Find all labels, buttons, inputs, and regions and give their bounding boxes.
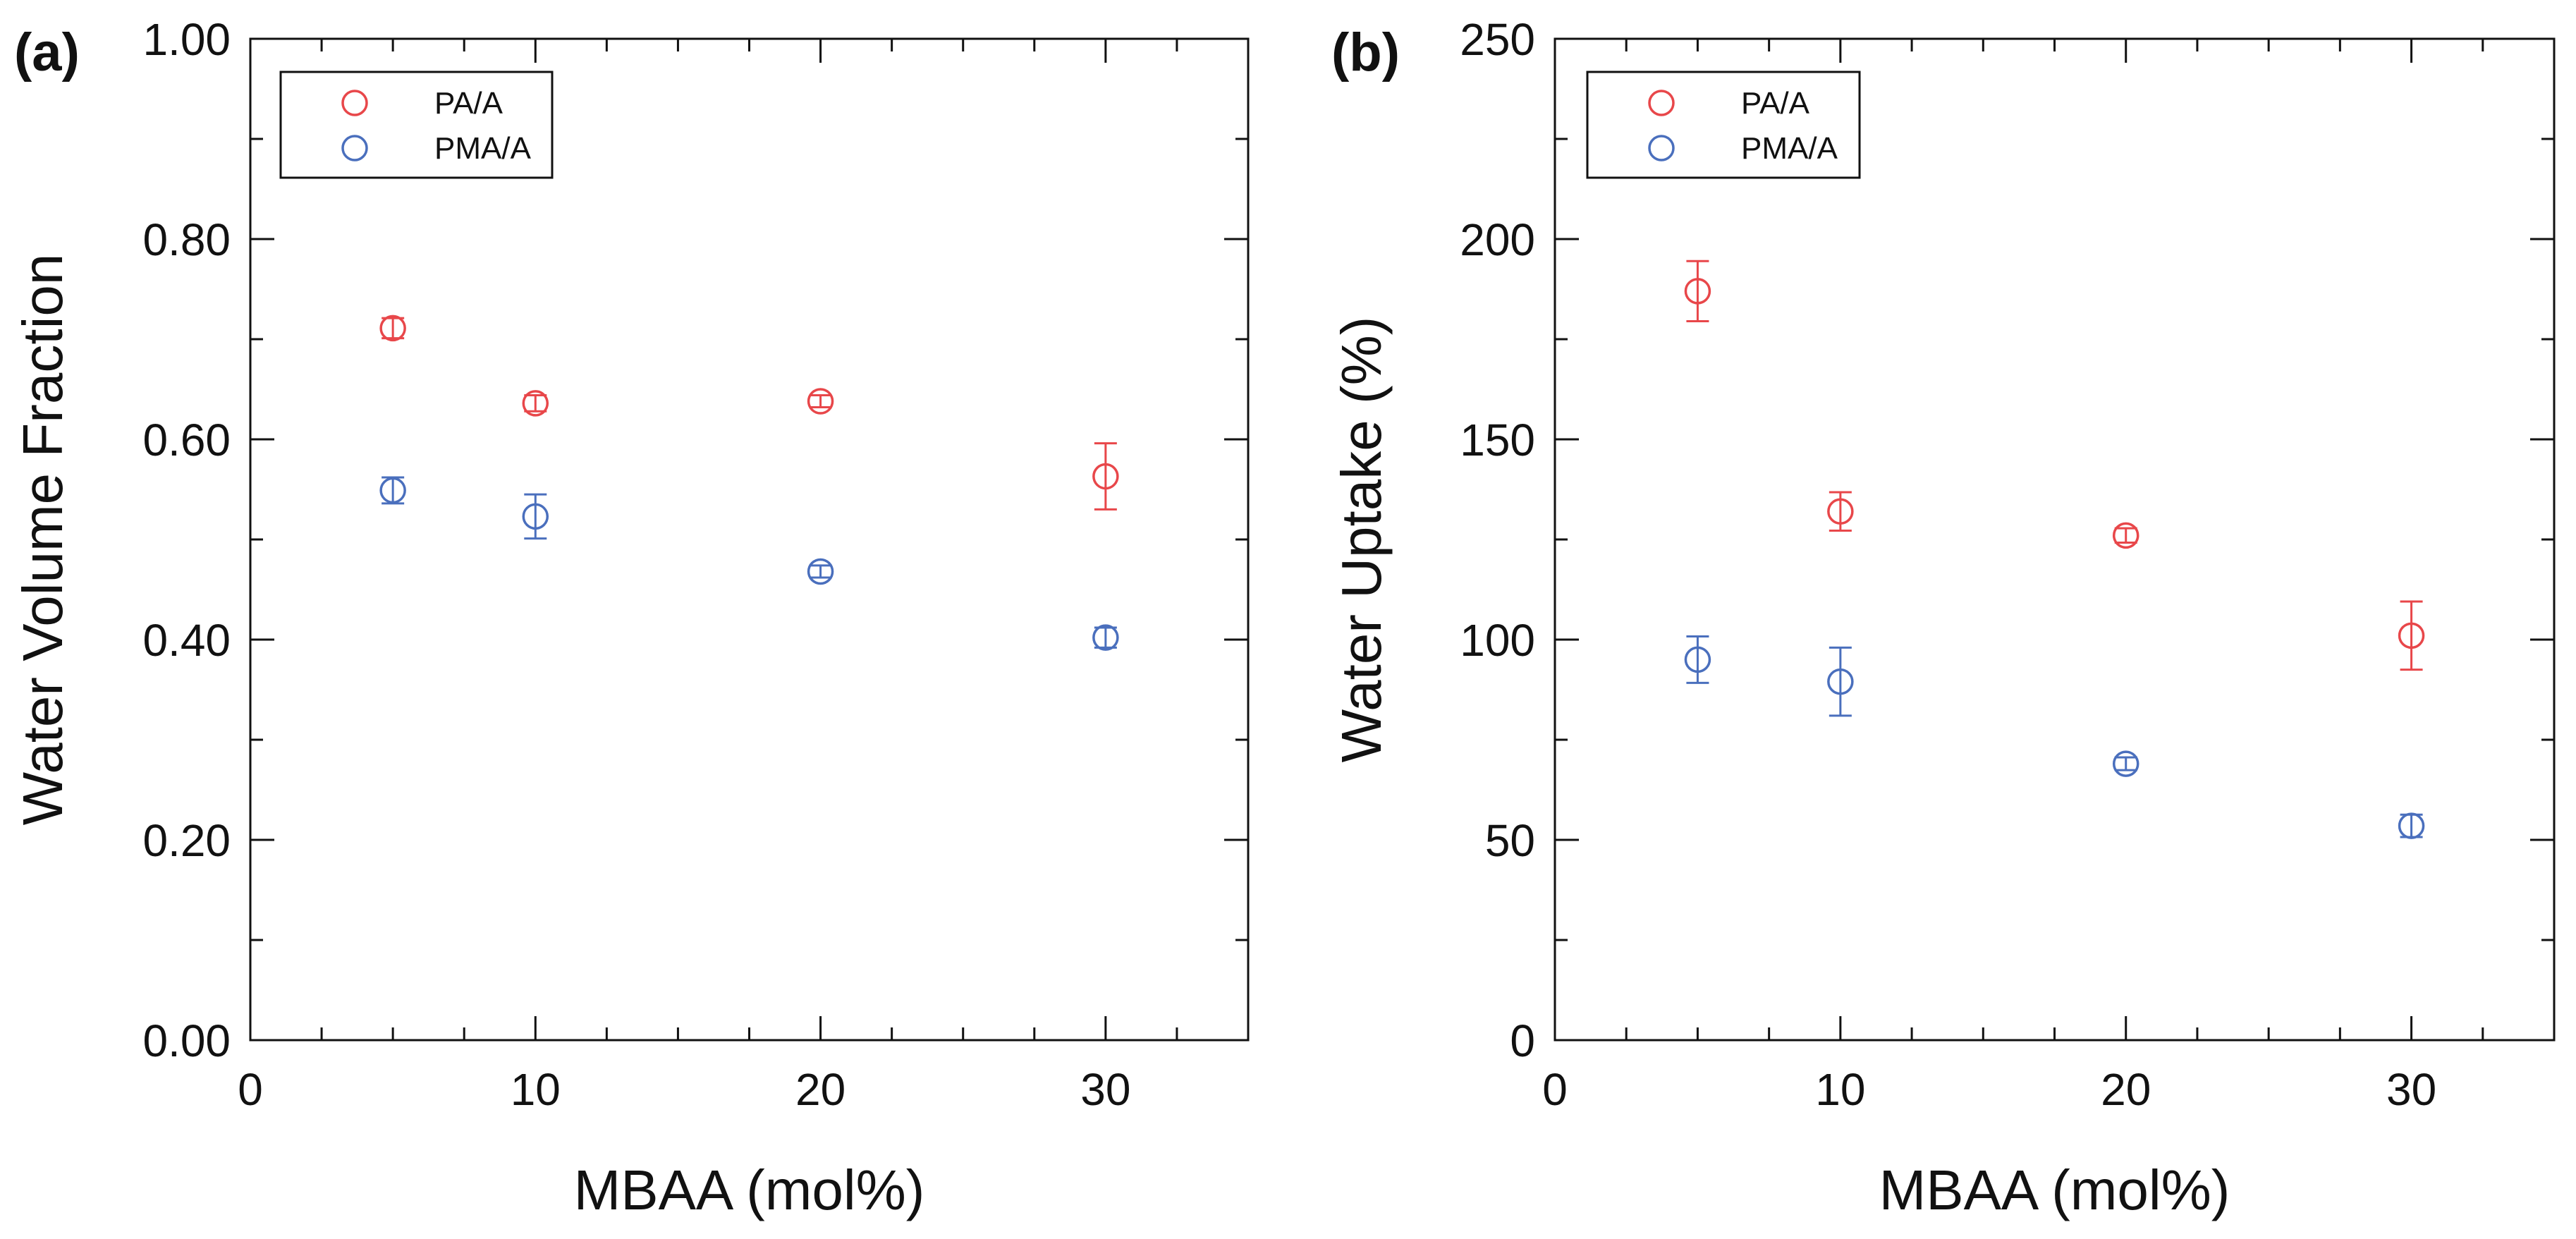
x-tick-label: 20: [795, 1064, 846, 1115]
panel-b: 0 10 20 30 0 50 100 150 200 250 MBAA (mol%) Water U…: [1330, 14, 2556, 1221]
y-axis-title: Water Uptake (%): [1330, 317, 1393, 763]
panel-a: 0 10 20 30 0.00 0.20 0.40 0.60 0.80 1.00 MBAA (mol…: [11, 14, 1250, 1221]
y-tick-label: 1.00: [142, 14, 231, 65]
legend-marker-pa-a: [1648, 90, 1675, 116]
legend-label-pma-a: PMA/A: [1741, 131, 1838, 166]
y-tick-label: 0: [1510, 1015, 1535, 1066]
data-point-pma-a: [2112, 750, 2139, 777]
x-tick-label: 0: [1542, 1064, 1568, 1115]
data-point-pa-a: [2112, 522, 2139, 549]
series-pma-a: [1684, 635, 2425, 839]
y-tick-label: 0.00: [142, 1015, 231, 1066]
legend-marker-pma-a: [341, 135, 368, 161]
legend-box: [279, 71, 554, 179]
legend-label-pa-a: PA/A: [434, 86, 503, 121]
y-tick-label: 200: [1460, 214, 1535, 265]
legend: PA/A PMA/A: [1586, 71, 1861, 179]
plot-frame: [1553, 37, 2556, 1042]
y-axis-title: Water Volume Fraction: [11, 254, 74, 826]
data-point-pma-a: [1092, 624, 1119, 651]
data-point-pa-a: [807, 388, 834, 415]
legend-label-pa-a: PA/A: [1741, 86, 1810, 121]
data-point-pma-a: [379, 477, 406, 504]
x-axis-title: MBAA (mol%): [574, 1159, 925, 1221]
x-tick-label: 20: [2101, 1064, 2151, 1115]
data-point-pa-a: [1092, 463, 1119, 490]
y-tick-label: 100: [1460, 615, 1535, 666]
data-point-pa-a: [1827, 498, 1854, 525]
panel-label: (a): [14, 23, 80, 83]
data-point-pma-a: [2398, 812, 2425, 839]
series-pma-a: [379, 476, 1119, 651]
data-point-pa-a: [1684, 278, 1711, 305]
x-tick-label: 30: [2386, 1064, 2436, 1115]
y-tick-label: 0.40: [142, 615, 231, 666]
x-tick-label: 10: [511, 1064, 561, 1115]
data-point-pa-a: [379, 315, 406, 342]
y-tick-label: 150: [1460, 415, 1535, 465]
legend-box: [1586, 71, 1861, 179]
legend-label-pma-a: PMA/A: [434, 131, 532, 166]
data-point-pma-a: [807, 558, 834, 585]
legend-marker-pa-a: [341, 90, 368, 116]
series-pa-a: [379, 315, 1119, 511]
plot-frame: [249, 37, 1250, 1042]
data-point-pma-a: [1684, 646, 1711, 673]
data-point-pma-a: [522, 503, 549, 530]
y-tick-label: 0.20: [142, 815, 231, 866]
legend-marker-pma-a: [1648, 135, 1675, 161]
data-point-pa-a: [522, 390, 549, 417]
legend: PA/A PMA/A: [279, 71, 554, 179]
panel-label: (b): [1331, 23, 1400, 83]
y-tick-label: 250: [1460, 14, 1535, 65]
x-tick-label: 30: [1080, 1064, 1130, 1115]
x-tick-label: 10: [1815, 1064, 1865, 1115]
x-tick-label: 0: [238, 1064, 263, 1115]
x-axis-title: MBAA (mol%): [1879, 1159, 2230, 1221]
data-point-pma-a: [1827, 668, 1854, 695]
y-tick-label: 0.60: [142, 415, 231, 465]
y-tick-label: 0.80: [142, 214, 231, 265]
series-pa-a: [1684, 260, 2425, 671]
data-point-pa-a: [2398, 622, 2425, 649]
y-tick-label: 50: [1485, 815, 1535, 866]
